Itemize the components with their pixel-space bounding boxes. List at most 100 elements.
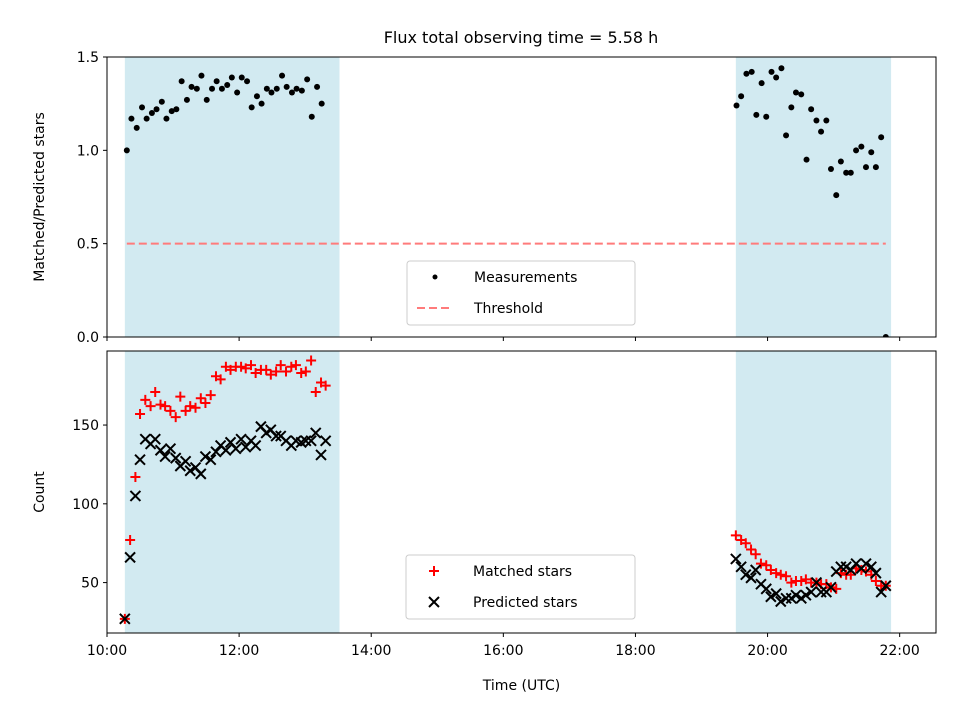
- matched-stars-point: [155, 399, 166, 410]
- predicted-stars-point: [865, 561, 877, 573]
- predicted-stars-point: [270, 430, 282, 442]
- matched-stars-point: [781, 571, 792, 582]
- measurements-point: [768, 68, 775, 75]
- x-tick-label: 14:00: [351, 643, 391, 659]
- legend: Measurements Threshold: [406, 260, 636, 326]
- predicted-stars-point: [169, 452, 182, 464]
- matched-stars-point: [215, 374, 226, 385]
- predicted-stars-point: [765, 591, 777, 603]
- matched-stars-point: [236, 361, 247, 372]
- measurements-point: [123, 147, 130, 154]
- x-tick-label: 12:00: [219, 643, 259, 659]
- matched-stars-point: [150, 386, 161, 397]
- matched-stars-point: [856, 564, 867, 575]
- matched-stars-point: [190, 402, 201, 413]
- measurements-point: [139, 104, 146, 111]
- measurements-point: [862, 164, 869, 171]
- matched-stars-point: [755, 558, 766, 569]
- measurements-point: [173, 106, 180, 113]
- matched-stars-point: [175, 391, 186, 402]
- y-axis-label: Count: [32, 471, 48, 513]
- matched-stars-point: [740, 538, 751, 549]
- matched-stars-legend-label: Matched stars: [473, 564, 572, 580]
- matched-stars-point: [800, 574, 811, 585]
- measurements-point: [163, 115, 170, 122]
- measurements-point: [203, 96, 210, 103]
- measurements-point: [263, 85, 270, 92]
- matched-stars-point: [180, 405, 191, 416]
- matched-stars-point: [796, 576, 807, 587]
- measurements-point: [253, 93, 260, 100]
- figure-title: Flux total observing time = 5.58 h: [384, 28, 659, 47]
- measurements-point: [218, 85, 225, 92]
- matched-stars-point: [205, 390, 216, 401]
- matched-stars-point: [296, 368, 307, 379]
- matched-stars-point: [761, 560, 772, 571]
- matched-stars-point: [775, 569, 786, 580]
- measurements-point: [853, 147, 860, 154]
- matched-stars-point: [185, 401, 196, 412]
- predicted-stars-point: [860, 557, 872, 570]
- measurements-point: [818, 128, 825, 135]
- matched-stars-point: [240, 363, 251, 374]
- predicted-stars-point: [760, 583, 772, 595]
- matched-stars-point: [310, 386, 321, 397]
- predicted-stars-point: [770, 587, 782, 600]
- plot-area: [123, 65, 889, 337]
- predicted-stars-point: [164, 442, 177, 455]
- predicted-stars-point: [310, 427, 322, 439]
- matched-stars-point: [320, 380, 331, 391]
- matched-stars-point: [195, 393, 206, 404]
- measurements-legend-swatch: [432, 274, 438, 280]
- x-tick-label: 16:00: [483, 643, 523, 659]
- predicted-stars-point: [880, 580, 892, 592]
- predicted-stars-point: [805, 586, 817, 598]
- y-tick-label: 150: [72, 418, 99, 434]
- measurements-point: [133, 124, 140, 131]
- measurements-point: [792, 89, 799, 96]
- measurements-point: [823, 117, 830, 124]
- measurements-point: [148, 110, 155, 116]
- x-tick-label: 10:00: [87, 643, 127, 659]
- x-axis-label: Time (UTC): [482, 678, 560, 694]
- matched-stars-point: [261, 364, 272, 375]
- measurements-point: [228, 74, 235, 81]
- measurements-point: [224, 82, 231, 88]
- predicted-stars-point: [745, 572, 757, 584]
- measurements-point: [158, 98, 165, 105]
- matched-stars-point: [160, 401, 171, 412]
- matched-stars-point: [290, 360, 301, 371]
- threshold-legend-label: Threshold: [473, 301, 543, 317]
- measurements-point: [758, 80, 765, 87]
- measurements-point: [753, 111, 760, 118]
- measurements-point: [209, 85, 216, 92]
- measurements-point: [837, 158, 844, 165]
- predicted-stars-point: [149, 433, 161, 445]
- measurements-point: [293, 85, 300, 92]
- measurements-point: [198, 72, 205, 79]
- predicted-stars-point: [199, 450, 212, 463]
- measurements-point: [872, 164, 879, 171]
- measurements-point: [847, 169, 854, 176]
- y-tick-label: 1.0: [77, 143, 99, 159]
- measurements-point: [268, 89, 275, 96]
- measurements-legend-label: Measurements: [474, 270, 577, 286]
- measurements-point: [279, 72, 286, 79]
- measurements-point: [733, 102, 740, 109]
- matched-stars-point: [870, 576, 881, 587]
- matched-stars-point: [250, 368, 261, 379]
- measurements-point: [748, 68, 755, 75]
- y-tick-label: 1.5: [77, 50, 99, 66]
- ratio-panel: 0.0 0.5 1.0 1.5 Matched/Predicted stars Measu…: [32, 50, 937, 346]
- predicted-stars-point: [220, 444, 232, 456]
- predicted-stars-point: [184, 465, 196, 477]
- matched-stars-legend-swatch: [429, 566, 439, 576]
- measurements-point: [234, 89, 241, 96]
- matched-stars-point: [286, 361, 297, 372]
- measurements-point: [213, 78, 220, 85]
- matched-stars-point: [225, 364, 236, 375]
- predicted-stars-point: [159, 450, 171, 463]
- y-axis-label: Matched/Predicted stars: [32, 112, 48, 282]
- matched-stars-point: [306, 355, 317, 366]
